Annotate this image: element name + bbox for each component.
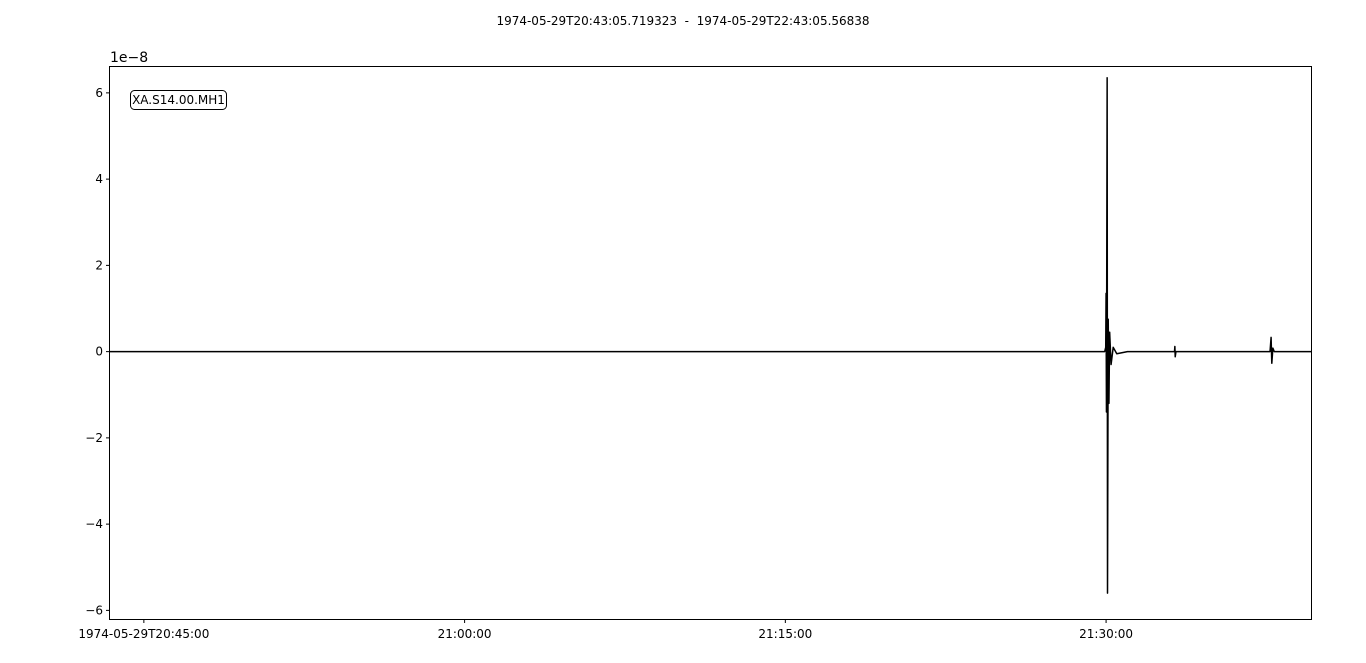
y-axis-ticks: 6 4 2 0 −2 −4 −6 bbox=[85, 86, 110, 617]
x-axis-ticks: 1974-05-29T20:45:00 21:00:00 21:15:00 21:30… bbox=[78, 619, 1133, 641]
x-tick-label: 1974-05-29T20:45:00 bbox=[78, 627, 209, 641]
x-tick-label: 21:00:00 bbox=[438, 627, 492, 641]
x-tick-label: 21:15:00 bbox=[758, 627, 812, 641]
station-label-frame bbox=[130, 90, 227, 110]
y-offset-label: 1e−8 bbox=[110, 50, 148, 66]
y-tick-label: 4 bbox=[95, 172, 103, 186]
x-tick-label: 21:30:00 bbox=[1079, 627, 1133, 641]
chart-title: 1974-05-29T20:43:05.719323 - 1974-05-29T… bbox=[496, 14, 870, 28]
y-tick-label: −4 bbox=[85, 517, 103, 531]
series-line bbox=[110, 77, 1311, 594]
y-tick-label: −6 bbox=[85, 603, 103, 617]
station-label-box: XA.S14.00.MH1 bbox=[130, 90, 227, 110]
station-label: XA.S14.00.MH1 bbox=[132, 93, 225, 107]
y-tick-label: 0 bbox=[95, 345, 103, 359]
series-layer bbox=[110, 77, 1311, 594]
y-tick-label: −2 bbox=[85, 431, 103, 445]
y-tick-label: 2 bbox=[95, 258, 103, 272]
plot-frame bbox=[109, 66, 1312, 620]
y-tick-label: 6 bbox=[95, 86, 103, 100]
